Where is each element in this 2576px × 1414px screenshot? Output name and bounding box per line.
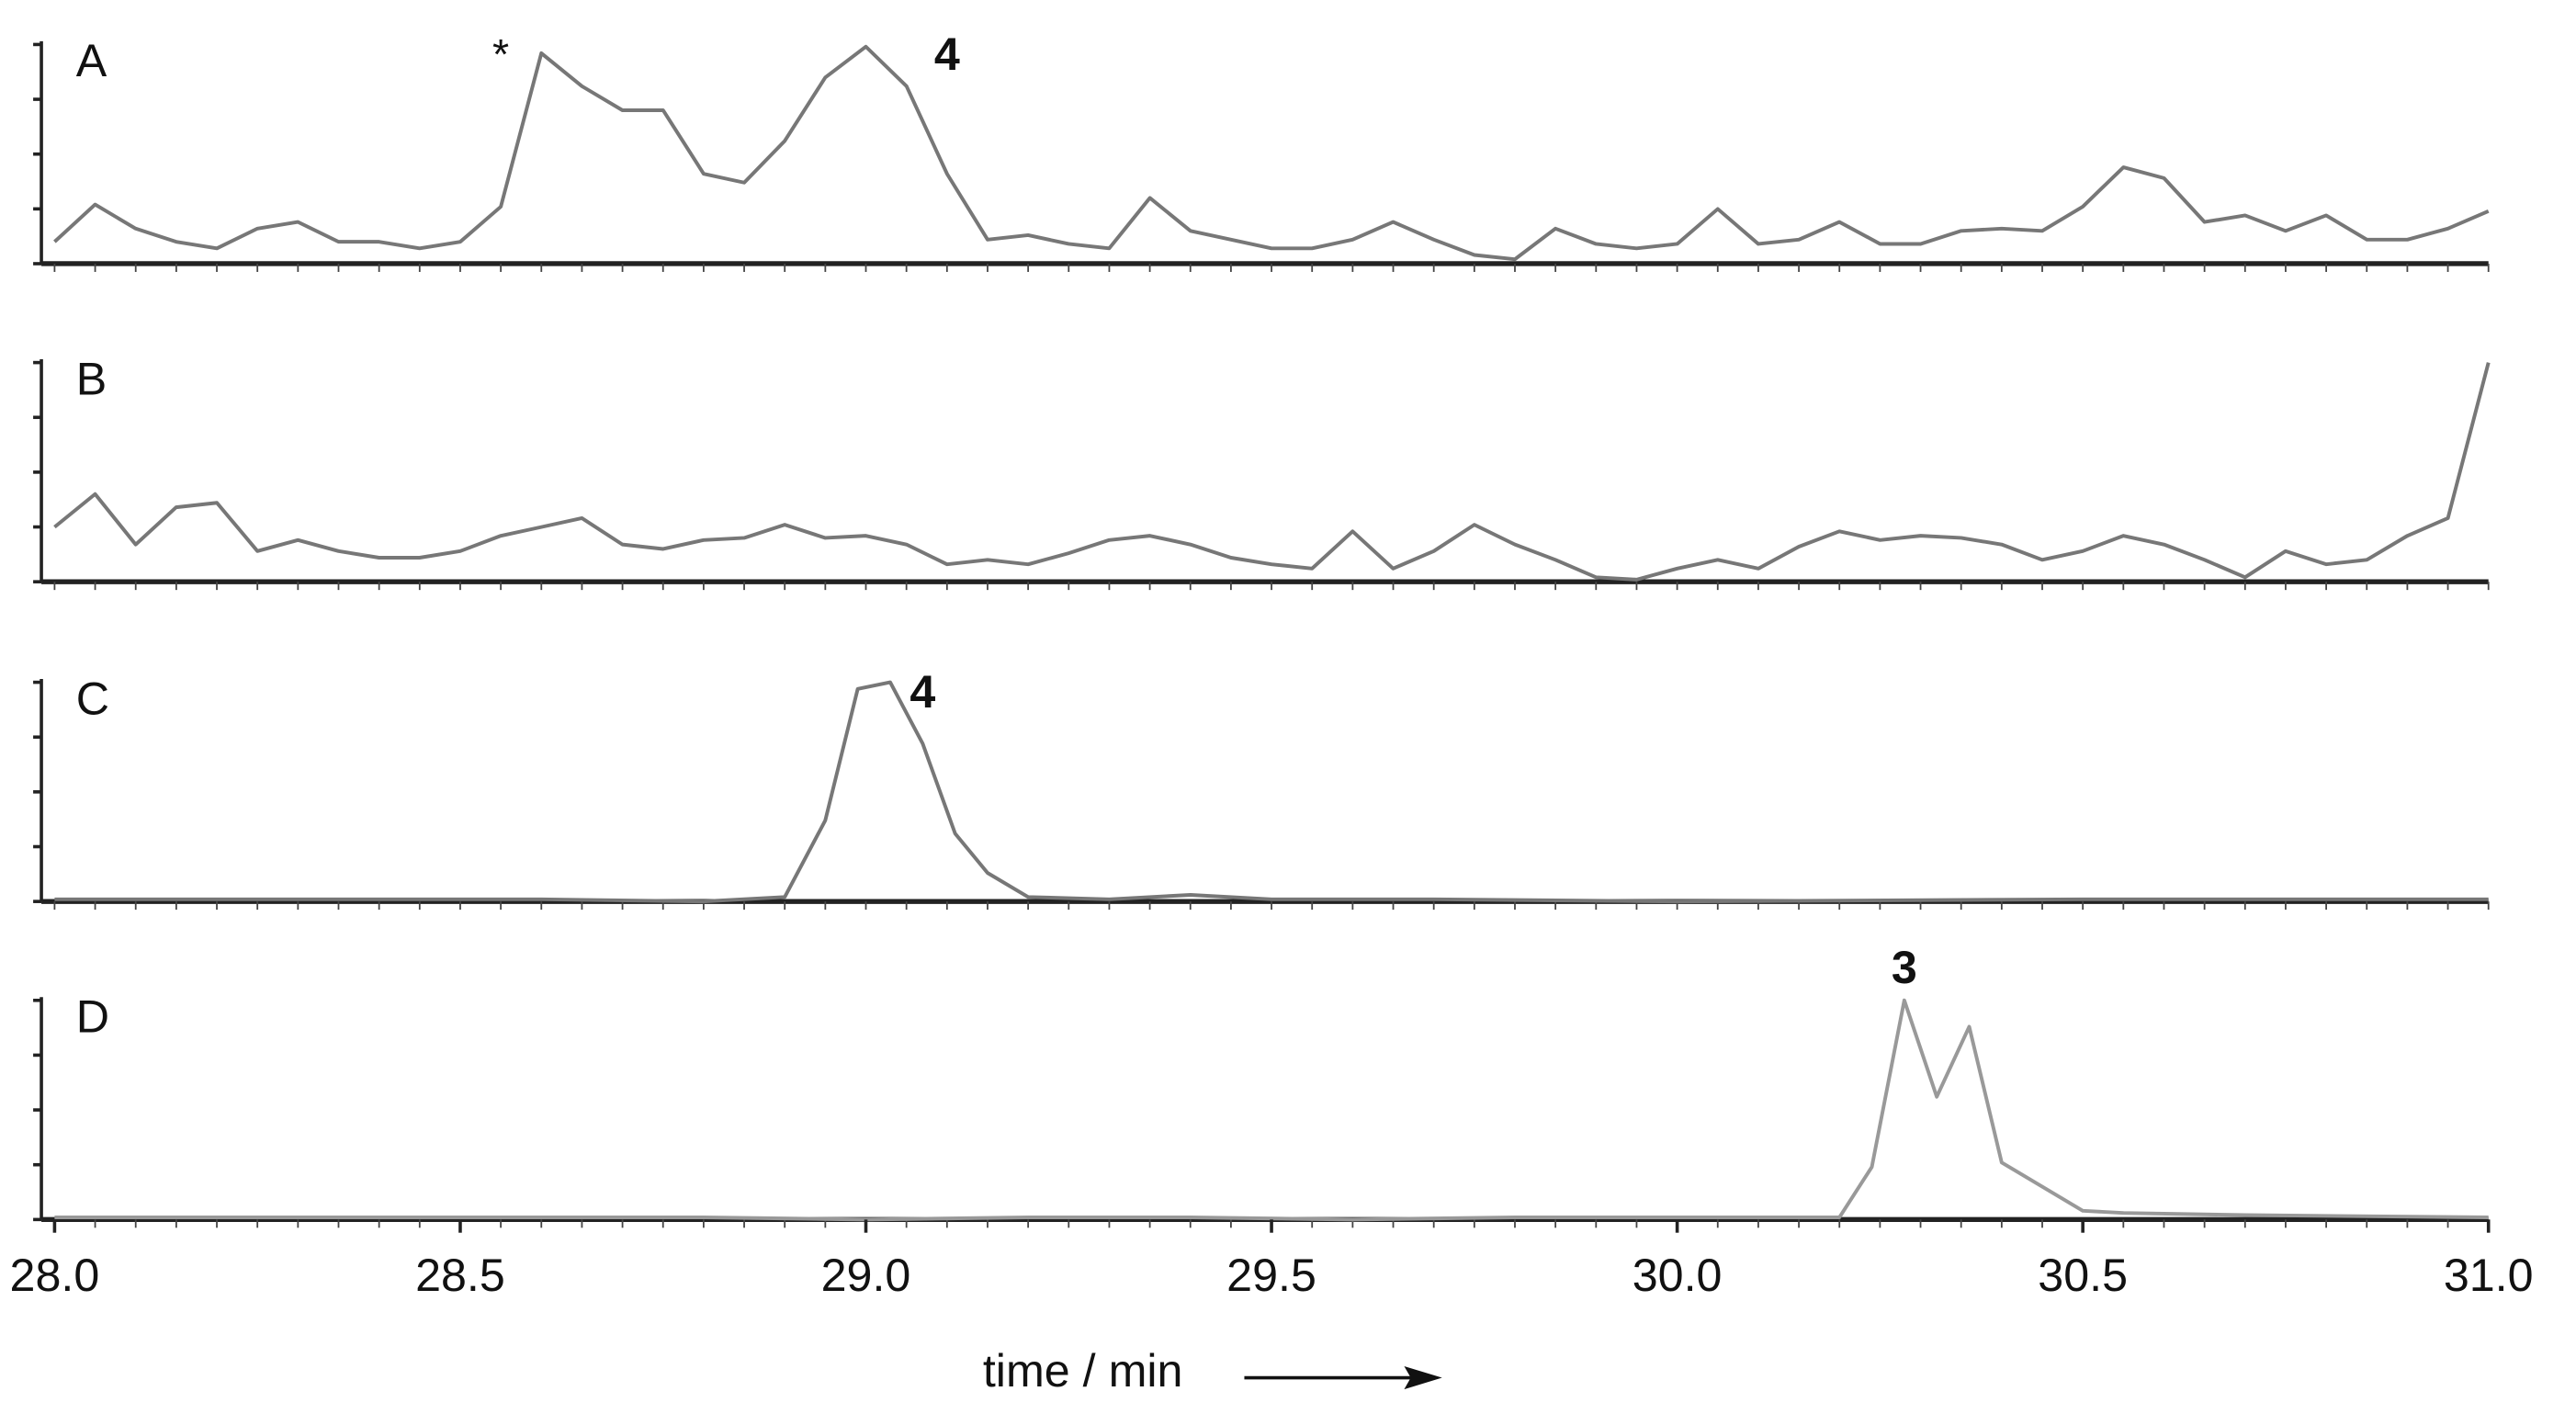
panel-label: A (76, 35, 107, 86)
x-tick-label: 29.0 (821, 1250, 911, 1301)
x-tick-label: 30.5 (2038, 1250, 2128, 1301)
peak-annotation: 4 (934, 28, 960, 80)
panel-label: C (76, 673, 109, 724)
trace-line (54, 998, 2489, 1222)
x-tick-label: 29.5 (1226, 1250, 1316, 1301)
peak-annotation: * (492, 30, 509, 78)
panel-label: B (76, 353, 107, 404)
peak-annotation: 4 (910, 666, 935, 718)
x-tick-label: 31.0 (2444, 1250, 2534, 1301)
x-axis-title: time / min (983, 1345, 1183, 1397)
trace-line (53, 362, 2491, 582)
peak-annotation: 3 (1892, 942, 1917, 993)
arrow-head (1404, 1365, 1442, 1390)
trace-line (54, 680, 2489, 904)
x-tick-label: 28.5 (415, 1250, 505, 1301)
x-tick-label: 30.0 (1633, 1250, 1723, 1301)
x-tick-label: 28.0 (10, 1250, 100, 1301)
trace-line (53, 44, 2490, 262)
panel-label: D (76, 991, 109, 1043)
